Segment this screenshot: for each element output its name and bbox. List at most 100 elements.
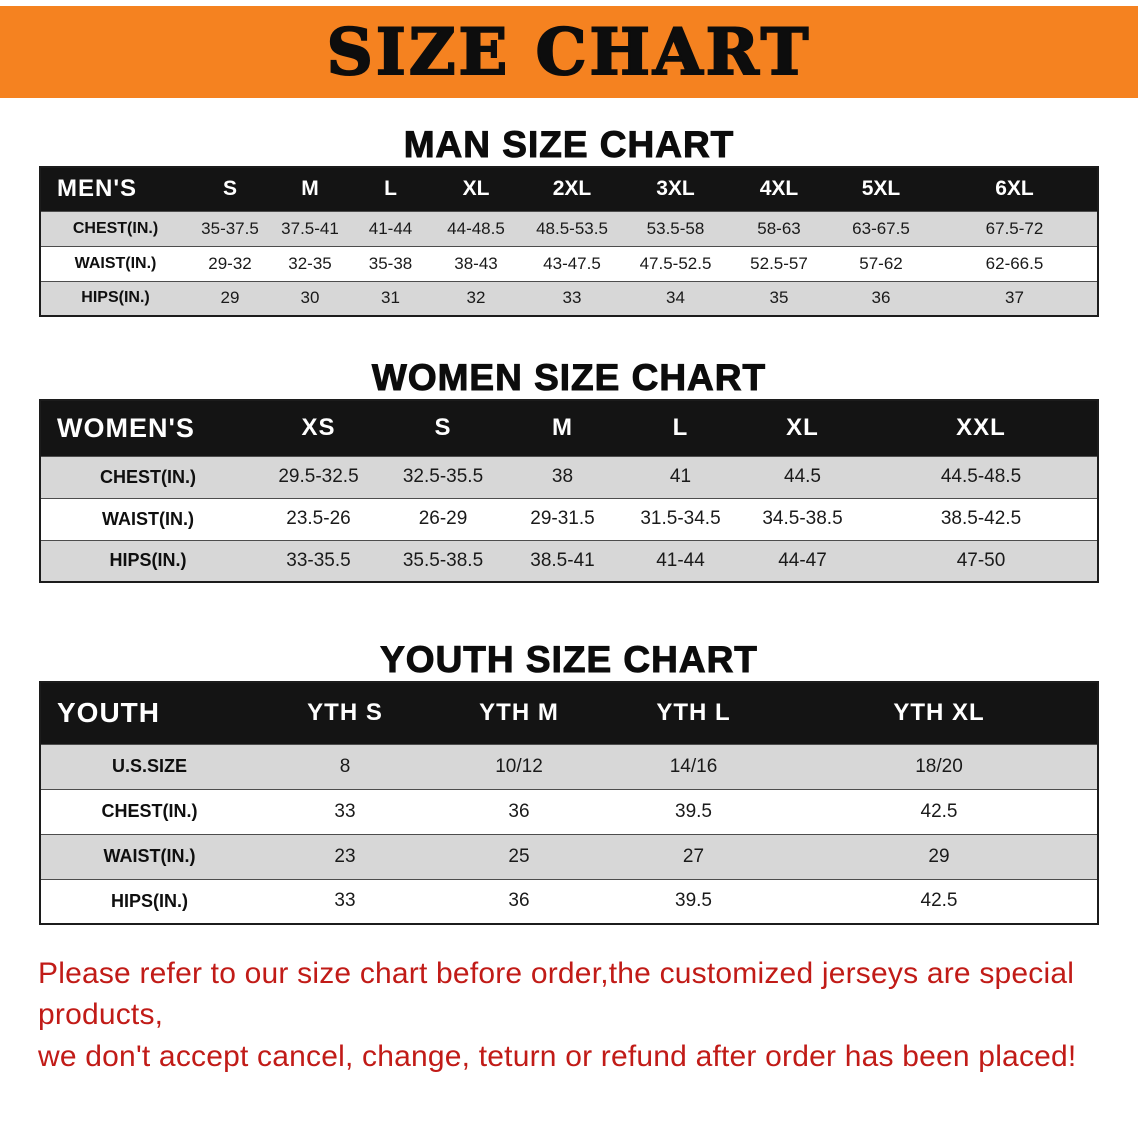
measurement-row: CHEST(IN.) 29.5-32.5 32.5-35.5 38 41 44.5 44.5…	[40, 455, 1098, 498]
table-header-row: MEN'S S M L XL 2XL 3XL 4XL 5XL 6XL	[40, 167, 1098, 211]
youth-section-heading: YOUTH SIZE CHART	[380, 639, 758, 681]
size-value-cell: 37.5-41	[270, 210, 350, 246]
measurement-row: U.S.SIZE 8 10/12 14/16 18/20	[40, 743, 1098, 789]
size-value-cell: 29-32	[190, 245, 270, 281]
size-value-cell: 62-66.5	[932, 245, 1098, 281]
youth-size-section: YOUTH SIZE CHART YOUTH YTH S YTH M YTH L YTH…	[0, 639, 1138, 925]
size-column-header: XL	[740, 400, 865, 456]
disclaimer-block: Please refer to our size chart before or…	[38, 953, 1108, 1077]
size-value-cell: 47.5-52.5	[623, 245, 728, 281]
size-value-cell: 57-62	[830, 245, 932, 281]
size-value-cell: 43-47.5	[521, 245, 623, 281]
size-value-cell: 23.5-26	[255, 497, 382, 540]
women-size-table: WOMEN'S XS S M L XL XXL CHEST(IN.) 29.5-32.5 32.5…	[39, 399, 1099, 583]
row-label: WAIST(IN.)	[40, 245, 190, 281]
size-value-cell: 29	[781, 833, 1098, 879]
size-value-cell: 31.5-34.5	[621, 497, 740, 540]
size-value-cell: 33	[258, 788, 432, 834]
size-value-cell: 35-37.5	[190, 210, 270, 246]
size-value-cell: 48.5-53.5	[521, 210, 623, 246]
size-value-cell: 14/16	[606, 743, 781, 789]
size-value-cell: 10/12	[432, 743, 606, 789]
page-title: SIZE CHART	[326, 14, 812, 91]
size-column-header: YTH S	[258, 682, 432, 744]
row-label: HIPS(IN.)	[40, 539, 255, 582]
size-column-header: YTH M	[432, 682, 606, 744]
size-column-header: YTH XL	[781, 682, 1098, 744]
size-chart-page: SIZE CHART MAN SIZE CHART MEN'S S M L XL 2XL 3…	[0, 6, 1138, 1077]
row-label: CHEST(IN.)	[40, 210, 190, 246]
size-column-header: M	[504, 400, 621, 456]
table-title-cell: YOUTH	[40, 682, 258, 744]
size-column-header: 6XL	[932, 167, 1098, 211]
size-column-header: 4XL	[728, 167, 830, 211]
measurement-row: WAIST(IN.) 23 25 27 29	[40, 833, 1098, 879]
size-column-header: M	[270, 167, 350, 211]
size-column-header: XXL	[865, 400, 1098, 456]
women-size-section: WOMEN SIZE CHART WOMEN'S XS S M L XL XXL CHEST(…	[0, 357, 1138, 583]
size-value-cell: 31	[350, 280, 431, 316]
table-title-cell: MEN'S	[40, 167, 190, 211]
size-column-header: YTH L	[606, 682, 781, 744]
size-value-cell: 35.5-38.5	[382, 539, 504, 582]
size-value-cell: 34.5-38.5	[740, 497, 865, 540]
size-value-cell: 53.5-58	[623, 210, 728, 246]
size-value-cell: 25	[432, 833, 606, 879]
size-value-cell: 35	[728, 280, 830, 316]
size-value-cell: 44-48.5	[431, 210, 521, 246]
size-value-cell: 29-31.5	[504, 497, 621, 540]
size-value-cell: 18/20	[781, 743, 1098, 789]
size-value-cell: 30	[270, 280, 350, 316]
size-value-cell: 39.5	[606, 788, 781, 834]
size-value-cell: 44.5	[740, 455, 865, 498]
size-value-cell: 35-38	[350, 245, 431, 281]
measurement-row: CHEST(IN.) 33 36 39.5 42.5	[40, 788, 1098, 834]
youth-size-table: YOUTH YTH S YTH M YTH L YTH XL U.S.SIZE 8 10/12…	[39, 681, 1099, 925]
size-value-cell: 36	[432, 878, 606, 924]
size-value-cell: 33	[521, 280, 623, 316]
row-label: CHEST(IN.)	[40, 455, 255, 498]
size-column-header: S	[190, 167, 270, 211]
size-value-cell: 38.5-42.5	[865, 497, 1098, 540]
size-value-cell: 26-29	[382, 497, 504, 540]
size-value-cell: 29.5-32.5	[255, 455, 382, 498]
row-label: CHEST(IN.)	[40, 788, 258, 834]
men-size-section: MAN SIZE CHART MEN'S S M L XL 2XL 3XL 4XL 5XL 6XL…	[0, 124, 1138, 317]
measurement-row: HIPS(IN.) 33 36 39.5 42.5	[40, 878, 1098, 924]
table-title-cell: WOMEN'S	[40, 400, 255, 456]
size-value-cell: 34	[623, 280, 728, 316]
size-value-cell: 47-50	[865, 539, 1098, 582]
measurement-row: WAIST(IN.) 29-32 32-35 35-38 38-43 43-47.5 47.…	[40, 245, 1098, 281]
row-label: U.S.SIZE	[40, 743, 258, 789]
row-label: HIPS(IN.)	[40, 280, 190, 316]
size-value-cell: 41-44	[350, 210, 431, 246]
size-value-cell: 41	[621, 455, 740, 498]
size-value-cell: 41-44	[621, 539, 740, 582]
size-column-header: 3XL	[623, 167, 728, 211]
size-value-cell: 44-47	[740, 539, 865, 582]
row-label: WAIST(IN.)	[40, 497, 255, 540]
size-value-cell: 32-35	[270, 245, 350, 281]
size-value-cell: 36	[830, 280, 932, 316]
size-value-cell: 8	[258, 743, 432, 789]
size-value-cell: 29	[190, 280, 270, 316]
measurement-row: WAIST(IN.) 23.5-26 26-29 29-31.5 31.5-34.5 34…	[40, 497, 1098, 540]
men-section-heading: MAN SIZE CHART	[403, 124, 735, 166]
size-column-header: 5XL	[830, 167, 932, 211]
measurement-row: HIPS(IN.) 29 30 31 32 33 34 35 36 37	[40, 280, 1098, 316]
size-value-cell: 33-35.5	[255, 539, 382, 582]
table-header-row: YOUTH YTH S YTH M YTH L YTH XL	[40, 682, 1098, 744]
row-label: WAIST(IN.)	[40, 833, 258, 879]
banner: SIZE CHART	[0, 6, 1138, 98]
size-column-header: L	[350, 167, 431, 211]
size-value-cell: 37	[932, 280, 1098, 316]
size-value-cell: 42.5	[781, 878, 1098, 924]
size-value-cell: 27	[606, 833, 781, 879]
size-column-header: L	[621, 400, 740, 456]
size-value-cell: 42.5	[781, 788, 1098, 834]
size-column-header: 2XL	[521, 167, 623, 211]
measurement-row: HIPS(IN.) 33-35.5 35.5-38.5 38.5-41 41-44 44-…	[40, 539, 1098, 582]
size-value-cell: 23	[258, 833, 432, 879]
size-column-header: XL	[431, 167, 521, 211]
size-value-cell: 63-67.5	[830, 210, 932, 246]
